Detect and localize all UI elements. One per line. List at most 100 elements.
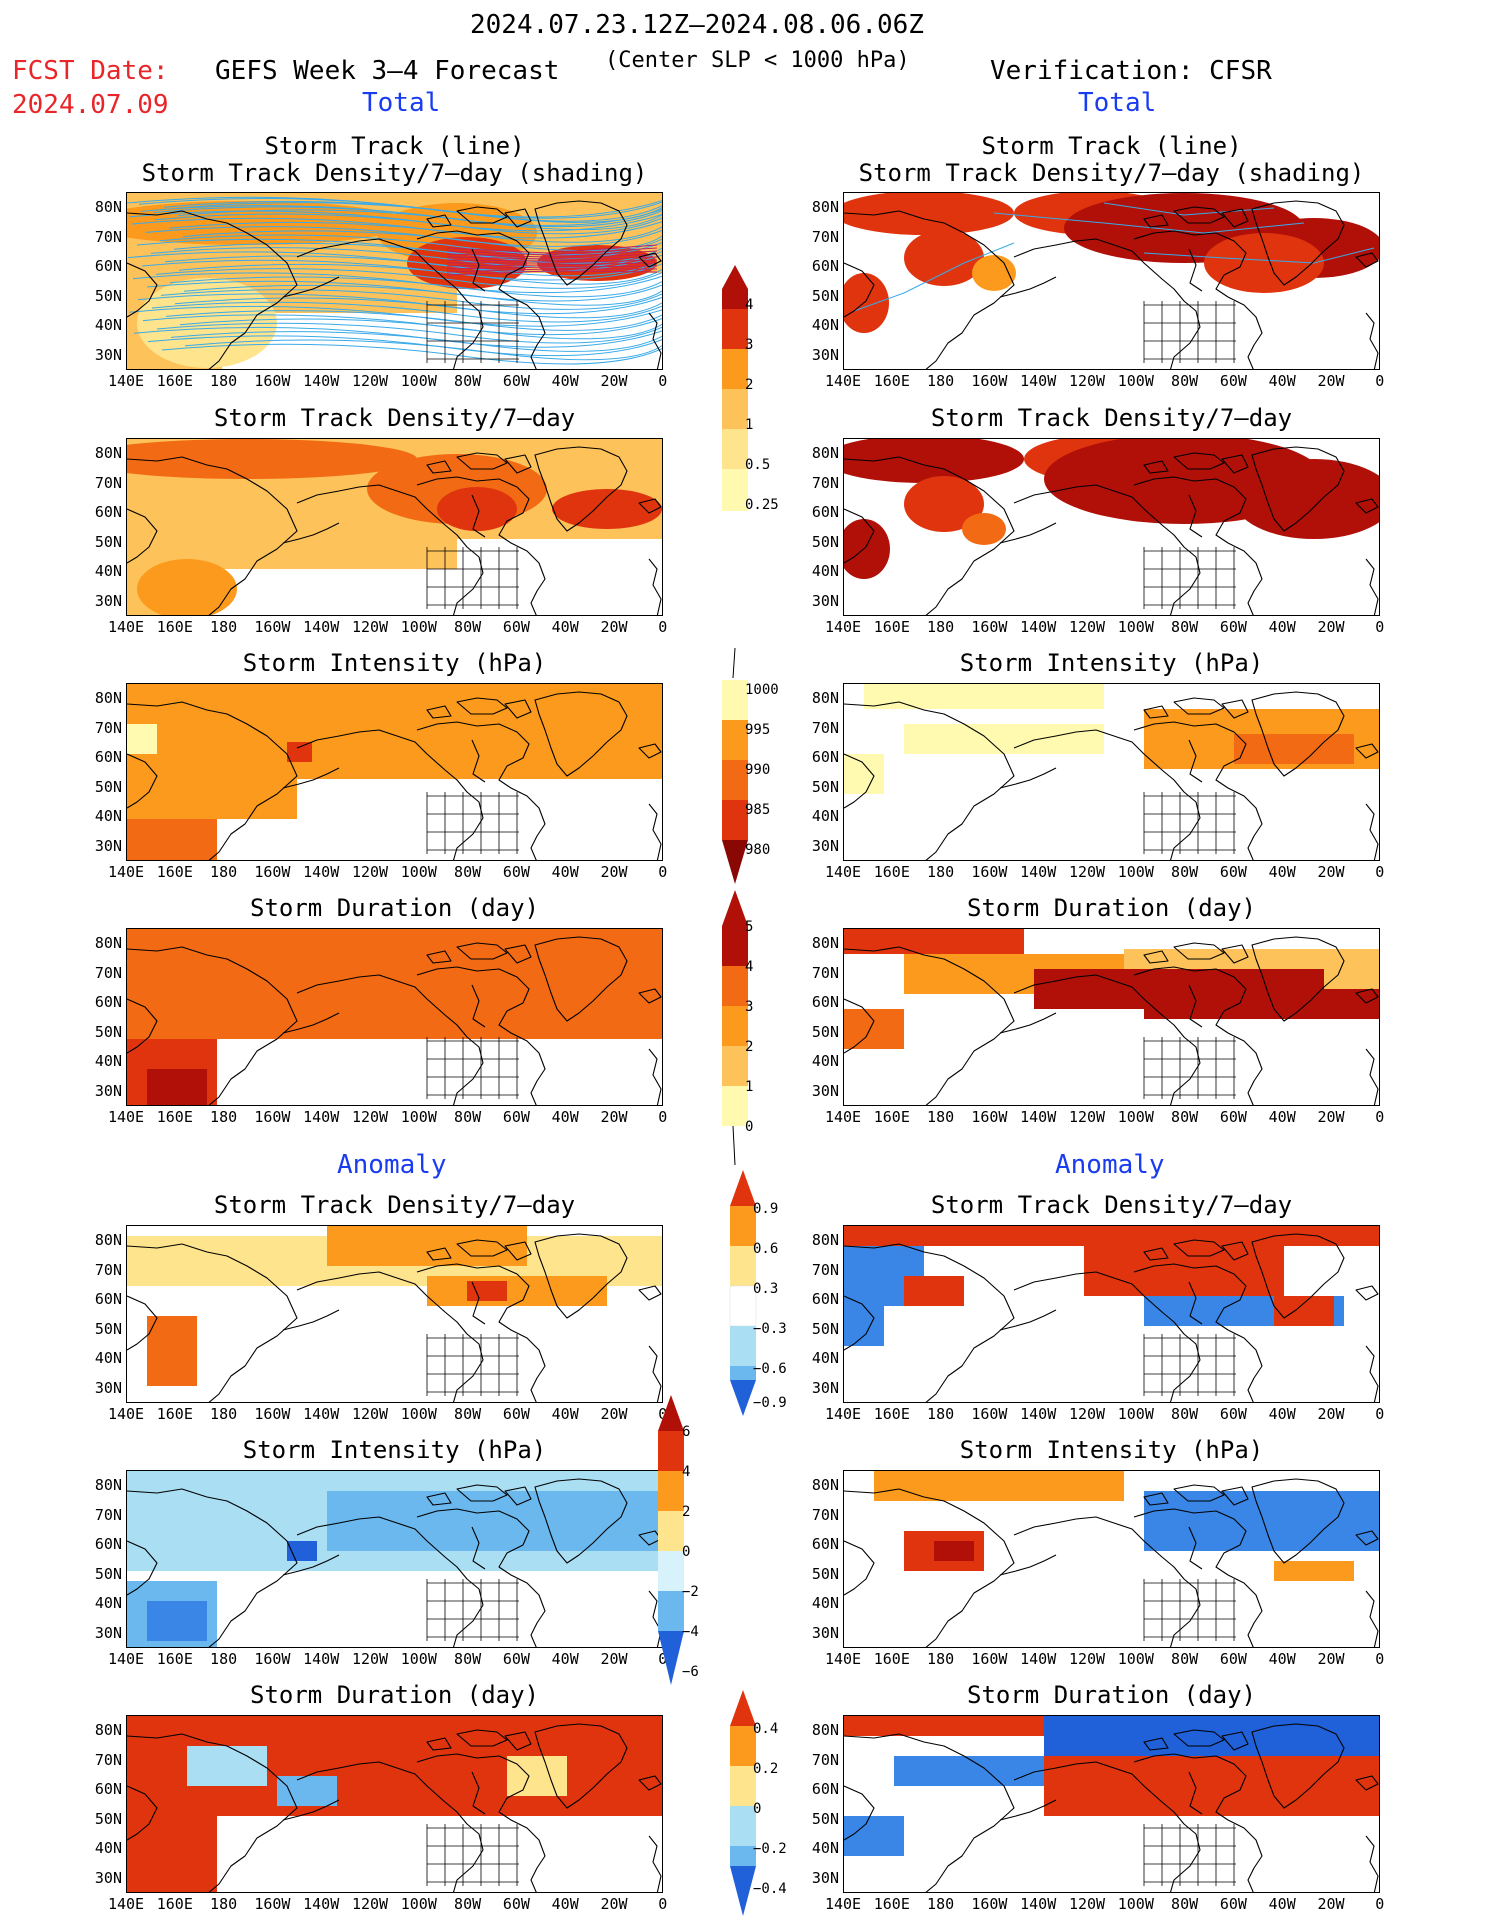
lon-tick-label: 140W bbox=[303, 372, 340, 390]
cb-duration-label-6: 0 bbox=[745, 1119, 754, 1135]
lat-tick-label: 40N bbox=[94, 1349, 122, 1367]
lon-tick-label: 180 bbox=[927, 1895, 955, 1913]
storm-track-lines-dense bbox=[446, 244, 658, 276]
lon-tick-label: 80W bbox=[1171, 1650, 1199, 1668]
lon-tick-label: 40W bbox=[1268, 1405, 1296, 1423]
lon-tick-label: 160E bbox=[873, 863, 910, 881]
lon-tick-label: 0 bbox=[658, 618, 668, 636]
lat-tick-label: 70N bbox=[811, 1260, 839, 1279]
lon-tick-label: 100W bbox=[1117, 1405, 1154, 1423]
lat-tick-label: 50N bbox=[94, 1319, 122, 1338]
lat-tick-label: 30N bbox=[94, 836, 122, 855]
lat-tick-label: 40N bbox=[811, 1594, 839, 1612]
lat-tick-label: 80N bbox=[94, 198, 122, 216]
title-track-line-left: Storm Track (line) bbox=[264, 132, 525, 160]
lat-tick-label: 30N bbox=[811, 1378, 839, 1397]
cb-intensity-label-2: 995 bbox=[745, 722, 771, 738]
lon-tick-label: 140E bbox=[824, 372, 862, 390]
lat-tick-label: 40N bbox=[94, 562, 122, 580]
lon-tick-label: 160E bbox=[156, 1895, 193, 1913]
lon-tick-label: 160E bbox=[156, 863, 193, 881]
colorbar-density-total bbox=[722, 265, 748, 511]
lon-tick-label: 140E bbox=[107, 1108, 145, 1126]
lat-tick-label: 80N bbox=[94, 1476, 122, 1494]
lon-tick-label: 0 bbox=[1375, 1650, 1385, 1668]
lon-tick-label: 160W bbox=[971, 372, 1008, 390]
lon-tick-label: 80W bbox=[454, 372, 482, 390]
lon-tick-label: 140W bbox=[303, 863, 340, 881]
cb-duration-label-2: 4 bbox=[745, 959, 754, 975]
coastline-outline bbox=[127, 200, 662, 369]
cb-duration-anom-label-3: 0 bbox=[753, 1801, 762, 1817]
cb-intensity-anom-label-5: −2 bbox=[682, 1584, 699, 1600]
lat-tick-label: 30N bbox=[94, 345, 122, 364]
title-density-left: Storm Track Density/7–day bbox=[213, 404, 576, 432]
lon-tick-label: 160W bbox=[254, 372, 291, 390]
lon-tick-label: 20W bbox=[1317, 372, 1345, 390]
us-states-grid bbox=[426, 547, 519, 609]
lon-tick-label: 20W bbox=[600, 372, 628, 390]
coastline-outline bbox=[844, 1478, 1379, 1647]
lon-tick-label: 60W bbox=[1219, 1108, 1247, 1126]
lat-tick-label: 40N bbox=[94, 1839, 122, 1857]
us-states-grid bbox=[426, 1579, 519, 1641]
coastline-outline bbox=[844, 1233, 1379, 1402]
cb-density-anom-label-3: 0.3 bbox=[753, 1281, 779, 1297]
lat-tick-label: 70N bbox=[811, 1505, 839, 1524]
map-duration-cfsr bbox=[843, 928, 1380, 1106]
lon-tick-label: 60W bbox=[502, 372, 530, 390]
map-intensity-cfsr bbox=[843, 683, 1380, 861]
cb-density-label-6: 0.25 bbox=[745, 497, 779, 513]
us-states-grid bbox=[1143, 1824, 1236, 1886]
lon-tick-label: 20W bbox=[600, 1650, 628, 1668]
lon-tick-label: 40W bbox=[551, 1895, 579, 1913]
lat-tick-label: 30N bbox=[94, 1081, 122, 1100]
lat-tick-label: 40N bbox=[811, 316, 839, 334]
lon-tick-label: 0 bbox=[1375, 372, 1385, 390]
us-states-grid bbox=[1143, 1334, 1236, 1396]
lat-tick-label: 30N bbox=[94, 591, 122, 610]
lat-tick-label: 60N bbox=[94, 1780, 122, 1798]
lon-tick-label: 40W bbox=[1268, 618, 1296, 636]
fcst-date-label: FCST Date: bbox=[12, 56, 169, 86]
lon-tick-label: 0 bbox=[658, 1405, 668, 1423]
cb-intensity-anom-label-3: 2 bbox=[682, 1504, 691, 1520]
lon-tick-label: 0 bbox=[1375, 1895, 1385, 1913]
lat-tick-label: 40N bbox=[811, 1349, 839, 1367]
lon-tick-label: 100W bbox=[400, 1108, 437, 1126]
map-intensity-anomaly-cfsr bbox=[843, 1470, 1380, 1648]
lon-tick-label: 120W bbox=[1068, 1108, 1106, 1126]
lon-tick-label: 120W bbox=[1068, 863, 1106, 881]
lat-tick-label: 70N bbox=[811, 963, 839, 982]
lat-tick-label: 60N bbox=[94, 503, 122, 521]
lat-tick-label: 50N bbox=[94, 286, 122, 305]
lat-tick-label: 60N bbox=[94, 748, 122, 766]
us-states-grid bbox=[426, 1037, 519, 1099]
lat-tick-label: 40N bbox=[811, 1052, 839, 1070]
lat-tick-label: 70N bbox=[94, 1505, 122, 1524]
lon-tick-label: 180 bbox=[210, 1895, 238, 1913]
cb-duration-anom-label-4: −0.2 bbox=[753, 1841, 787, 1857]
lat-tick-label: 70N bbox=[94, 963, 122, 982]
us-states-grid bbox=[1143, 547, 1236, 609]
cb-intensity-label-4: 985 bbox=[745, 802, 771, 818]
lon-tick-label: 160E bbox=[156, 372, 193, 390]
lon-tick-label: 0 bbox=[1375, 618, 1385, 636]
lon-tick-label: 120W bbox=[351, 372, 389, 390]
cb-duration-label-5: 1 bbox=[745, 1079, 754, 1095]
coastline-outline bbox=[844, 691, 1379, 860]
title-density-anom-left: Storm Track Density/7–day bbox=[213, 1191, 576, 1219]
lon-tick-label: 140E bbox=[824, 618, 862, 636]
right-total-label: Total bbox=[1078, 88, 1157, 118]
cb-density-label-5: 0.5 bbox=[745, 457, 771, 473]
lon-tick-label: 60W bbox=[1219, 372, 1247, 390]
lat-tick-label: 70N bbox=[811, 718, 839, 737]
lon-tick-label: 80W bbox=[454, 863, 482, 881]
lon-tick-label: 160E bbox=[873, 372, 910, 390]
colorbar-intensity-total bbox=[722, 648, 748, 884]
map-duration-forecast bbox=[126, 928, 663, 1106]
cb-density-anom-label-6: −0.9 bbox=[753, 1395, 787, 1411]
lon-tick-label: 160W bbox=[254, 618, 291, 636]
colorbar-duration-anom bbox=[730, 1690, 756, 1916]
lon-tick-label: 80W bbox=[454, 1895, 482, 1913]
